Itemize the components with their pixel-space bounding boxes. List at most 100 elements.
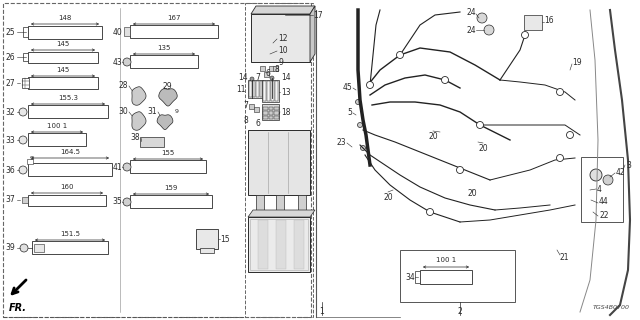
Text: 22: 22	[599, 211, 609, 220]
Bar	[269, 66, 274, 71]
Text: 1: 1	[319, 308, 324, 316]
Bar	[420, 270, 472, 284]
Bar	[130, 25, 218, 38]
Text: 39: 39	[5, 244, 15, 252]
Polygon shape	[248, 210, 315, 217]
Text: 9: 9	[278, 58, 283, 67]
Bar	[267, 81, 270, 101]
Bar	[298, 195, 306, 215]
Text: FR.: FR.	[9, 303, 27, 313]
Bar	[23, 52, 28, 61]
Bar	[263, 111, 268, 115]
Text: 155: 155	[161, 149, 175, 156]
Bar	[581, 157, 623, 222]
Text: 34: 34	[405, 273, 415, 282]
Circle shape	[426, 209, 433, 215]
Text: 135: 135	[157, 44, 171, 51]
Bar	[22, 197, 28, 203]
Bar	[273, 66, 278, 71]
Polygon shape	[251, 6, 315, 14]
Circle shape	[456, 166, 463, 173]
Bar	[196, 229, 218, 249]
Text: 37: 37	[5, 196, 15, 204]
Circle shape	[19, 136, 27, 144]
Text: 9: 9	[175, 108, 179, 114]
Polygon shape	[132, 112, 146, 130]
Bar	[260, 66, 265, 71]
Text: 145: 145	[56, 41, 70, 46]
Bar	[253, 81, 255, 97]
Bar	[262, 80, 279, 102]
Circle shape	[603, 175, 613, 185]
Text: 31: 31	[147, 107, 157, 116]
Bar	[269, 116, 273, 119]
Text: 18: 18	[281, 108, 291, 116]
Circle shape	[522, 31, 529, 38]
Bar	[259, 81, 262, 97]
Bar	[415, 271, 420, 283]
Text: 7: 7	[243, 100, 248, 109]
Circle shape	[250, 77, 254, 81]
Circle shape	[19, 166, 27, 174]
Circle shape	[358, 123, 362, 127]
Text: 8: 8	[243, 116, 248, 124]
Polygon shape	[157, 115, 173, 130]
Bar	[28, 133, 86, 146]
Bar	[274, 107, 278, 110]
Text: 5: 5	[347, 108, 352, 116]
Text: TGS4B0700: TGS4B0700	[593, 305, 630, 310]
Text: 12: 12	[278, 34, 287, 43]
Text: 16: 16	[544, 15, 554, 25]
Text: 27: 27	[5, 78, 15, 87]
Bar	[124, 27, 130, 36]
Text: 4: 4	[597, 185, 602, 194]
Bar	[263, 107, 268, 110]
Circle shape	[566, 132, 573, 139]
Text: 3: 3	[626, 161, 631, 170]
Bar	[250, 219, 308, 270]
Text: 19: 19	[572, 58, 582, 67]
Circle shape	[367, 82, 374, 89]
Bar	[248, 217, 310, 272]
Text: 25: 25	[5, 28, 15, 36]
Bar	[130, 160, 206, 173]
Text: 14: 14	[281, 73, 291, 82]
Text: 6: 6	[255, 118, 260, 127]
Bar	[249, 104, 254, 109]
Bar	[276, 220, 286, 269]
Bar	[28, 163, 112, 176]
Bar	[23, 27, 28, 37]
Text: 20: 20	[467, 189, 477, 198]
Bar	[28, 105, 108, 118]
Polygon shape	[159, 89, 177, 106]
Text: 41: 41	[113, 163, 122, 172]
Polygon shape	[132, 87, 146, 105]
Circle shape	[397, 52, 403, 59]
Bar	[269, 111, 273, 115]
Text: 38: 38	[131, 132, 140, 141]
Bar	[34, 244, 44, 252]
Text: 21: 21	[560, 253, 570, 262]
Text: 14: 14	[238, 73, 248, 82]
Circle shape	[557, 89, 563, 95]
Text: 23: 23	[337, 138, 346, 147]
Text: 100 1: 100 1	[436, 258, 456, 263]
Bar	[263, 81, 266, 101]
Circle shape	[442, 76, 449, 84]
Bar	[3, 3, 311, 317]
Text: 29: 29	[162, 82, 172, 91]
Bar	[274, 116, 278, 119]
Circle shape	[270, 76, 274, 80]
Text: 167: 167	[167, 14, 180, 20]
Circle shape	[20, 244, 28, 252]
Bar	[130, 195, 212, 208]
Bar	[248, 80, 263, 98]
Text: 26: 26	[5, 52, 15, 61]
Circle shape	[360, 146, 365, 150]
Bar	[294, 220, 304, 269]
Text: 6: 6	[265, 68, 270, 77]
Text: 35: 35	[112, 197, 122, 206]
Text: 10: 10	[278, 45, 287, 54]
Bar	[400, 250, 515, 302]
Text: 2: 2	[458, 308, 462, 316]
